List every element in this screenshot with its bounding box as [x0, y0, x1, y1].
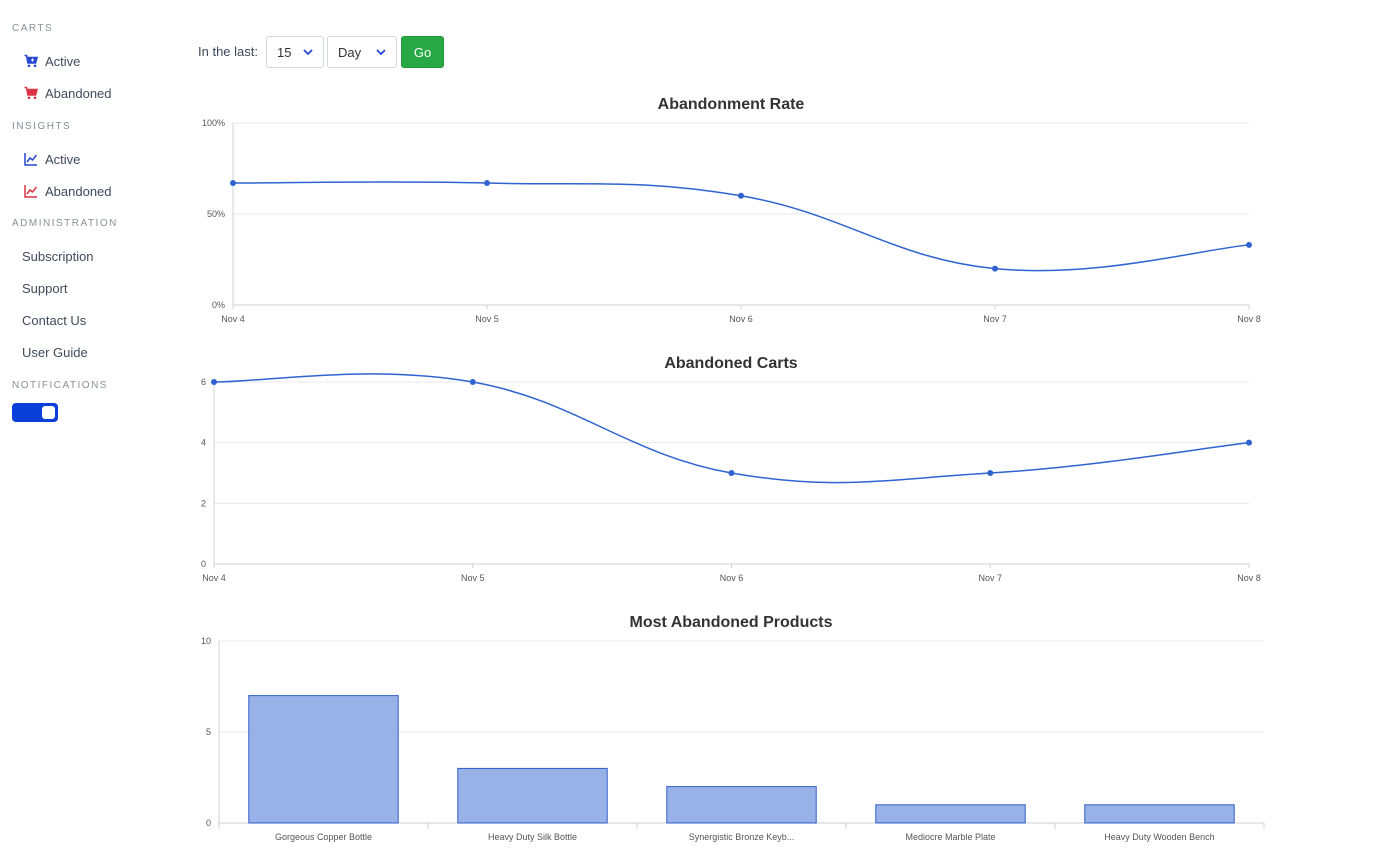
chevron-down-icon	[375, 46, 387, 61]
sidebar-item-support[interactable]: Support	[22, 280, 68, 296]
chart-line-abandoned-icon	[24, 184, 38, 198]
y-tick-label: 0	[201, 559, 206, 569]
y-tick-label: 5	[206, 727, 211, 737]
x-tick-label: Heavy Duty Wooden Bench	[1104, 832, 1214, 842]
data-point	[728, 470, 735, 476]
sidebar-item-user-guide[interactable]: User Guide	[22, 344, 88, 360]
abandonment-rate-chart: Abandonment Rate 0% 50% 100% Nov 4 Nov 5 Nov …	[202, 96, 1261, 324]
section-title-notifications: NOTIFICATIONS	[12, 380, 108, 391]
x-tick-label: Nov 8	[1237, 573, 1261, 583]
sidebar-item-label: Active	[45, 151, 81, 167]
chart-line-active-icon	[24, 152, 38, 166]
chart-title: Most Abandoned Products	[630, 614, 833, 631]
section-title-carts: CARTS	[12, 23, 54, 34]
x-tick-label: Nov 5	[475, 314, 499, 324]
go-button[interactable]: Go	[401, 36, 444, 68]
y-tick-label: 0	[206, 818, 211, 828]
notifications-toggle[interactable]	[12, 403, 58, 422]
chevron-down-icon	[302, 46, 314, 61]
sidebar-item-contact-us[interactable]: Contact Us	[22, 312, 87, 328]
filter-label: In the last:	[198, 44, 258, 59]
bar	[666, 786, 817, 824]
x-tick-label: Nov 6	[729, 314, 753, 324]
data-point	[484, 180, 490, 187]
abandoned-carts-chart: Abandoned Carts 0 2 4 6 Nov 4 Nov 5 Nov 6 Nov 7…	[201, 355, 1261, 583]
data-point	[469, 379, 476, 385]
x-tick-label: Heavy Duty Silk Bottle	[488, 832, 577, 842]
sidebar-item-subscription[interactable]: Subscription	[22, 248, 94, 264]
y-tick-label: 10	[201, 636, 211, 646]
series-line	[213, 373, 1250, 484]
y-tick-label: 50%	[207, 209, 225, 219]
bar	[875, 804, 1026, 824]
data-point	[992, 265, 998, 272]
most-abandoned-products-chart: Most Abandoned Products 0 5 10 Gorgeous Cop…	[201, 614, 1265, 842]
chart-title: Abandonment Rate	[658, 96, 805, 113]
data-point	[987, 470, 994, 476]
data-point	[230, 180, 236, 187]
y-tick-label: 6	[201, 377, 206, 387]
data-point	[211, 379, 217, 385]
sidebar-item-carts-active[interactable]: Active	[24, 51, 80, 71]
cart-active-icon	[24, 54, 38, 68]
sidebar-item-insights-active[interactable]: Active	[24, 149, 80, 169]
main-content: In the last: 15 Day Go Abandonment Rate …	[180, 0, 1383, 853]
x-tick-label: Nov 8	[1237, 314, 1261, 324]
bar	[248, 695, 399, 824]
sidebar-item-label: Abandoned	[45, 183, 112, 199]
amount-select[interactable]: 15	[266, 36, 324, 68]
x-tick-label: Synergistic Bronze Keyb...	[689, 832, 795, 842]
section-title-insights: INSIGHTS	[12, 121, 72, 132]
sidebar-item-carts-abandoned[interactable]: Abandoned	[24, 83, 112, 103]
y-tick-label: 0%	[212, 300, 225, 310]
y-tick-label: 100%	[202, 118, 225, 128]
data-point	[1246, 439, 1252, 446]
chart-title: Abandoned Carts	[664, 355, 797, 372]
y-tick-label: 2	[201, 498, 206, 508]
x-tick-label: Nov 4	[202, 573, 226, 583]
toggle-knob	[42, 406, 55, 419]
data-point	[1246, 241, 1252, 248]
data-point	[738, 192, 744, 199]
bar	[1084, 804, 1235, 824]
amount-select-value: 15	[277, 44, 292, 60]
sidebar: CARTS Active Abandoned INSIGHTS Active A…	[0, 0, 180, 853]
x-tick-label: Nov 7	[978, 573, 1002, 583]
y-tick-label: 4	[201, 438, 206, 448]
unit-select-value: Day	[338, 44, 362, 60]
sidebar-item-insights-abandoned[interactable]: Abandoned	[24, 181, 112, 201]
cart-abandoned-icon	[24, 86, 38, 100]
sidebar-item-label: Active	[45, 53, 81, 69]
x-tick-label: Nov 7	[983, 314, 1007, 324]
x-tick-label: Nov 5	[461, 573, 485, 583]
section-title-administration: ADMINISTRATION	[12, 218, 118, 229]
x-tick-label: Gorgeous Copper Bottle	[275, 832, 372, 842]
x-tick-label: Nov 6	[720, 573, 744, 583]
unit-select[interactable]: Day	[327, 36, 397, 68]
bar	[457, 767, 608, 824]
sidebar-item-label: Abandoned	[45, 85, 112, 101]
x-tick-label: Nov 4	[221, 314, 245, 324]
x-tick-label: Mediocre Marble Plate	[905, 832, 995, 842]
